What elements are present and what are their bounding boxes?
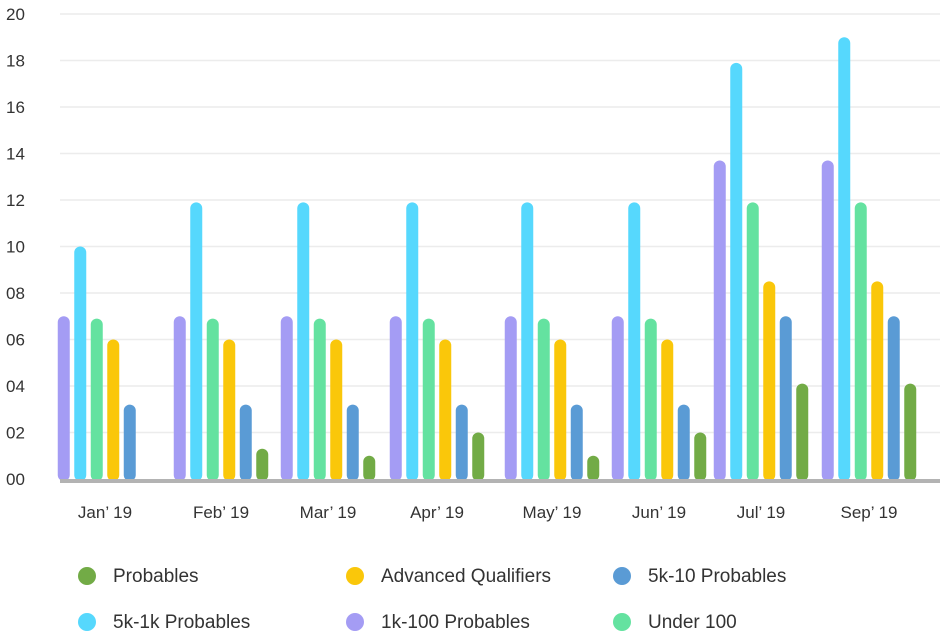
bar [90, 318, 103, 481]
bar [537, 318, 550, 481]
y-tick-label: 20 [6, 5, 25, 24]
bar [346, 404, 359, 481]
bar [821, 160, 834, 481]
bar [439, 339, 452, 481]
legend-swatch [346, 567, 364, 585]
bar [74, 246, 87, 481]
legend-swatch [78, 567, 96, 585]
bar [677, 404, 690, 481]
bar [472, 432, 485, 481]
bar [313, 318, 326, 481]
x-axis-ticks: Jan’ 19 Feb’ 19 Mar’ 19 Apr’ 19 May’ 19 Jun’ … [78, 503, 898, 522]
x-tick-label: May’ 19 [523, 503, 582, 522]
bar [554, 339, 567, 481]
x-tick-label: Jun’ 19 [632, 503, 686, 522]
legend-label: 5k-10 Probables [648, 566, 786, 587]
y-tick-label: 04 [6, 377, 25, 396]
y-tick-label: 16 [6, 98, 25, 117]
bar [713, 160, 726, 481]
bar [838, 37, 851, 481]
legend-swatch [346, 613, 364, 631]
x-tick-label: Feb’ 19 [193, 503, 249, 522]
legend-label: Probables [113, 566, 199, 587]
bar [587, 455, 600, 481]
y-tick-label: 08 [6, 284, 25, 303]
legend-label: Advanced Qualifiers [381, 566, 551, 587]
bar [796, 383, 809, 481]
y-tick-label: 12 [6, 191, 25, 210]
legend: Probables Advanced Qualifiers 5k-10 Probab… [78, 566, 786, 633]
bar [422, 318, 435, 481]
legend-label: Under 100 [648, 612, 737, 633]
legend-label: 1k-100 Probables [381, 612, 530, 633]
bar [107, 339, 120, 481]
x-tick-label: Sep’ 19 [840, 503, 897, 522]
y-tick-label: 10 [6, 238, 25, 257]
bar [297, 202, 310, 481]
bar [611, 316, 624, 481]
bar [661, 339, 674, 481]
bar [173, 316, 186, 481]
bar [763, 281, 776, 481]
bar [746, 202, 759, 481]
bar [239, 404, 252, 481]
bar [330, 339, 343, 481]
bars [57, 37, 917, 481]
legend-label: 5k-1k Probables [113, 612, 250, 633]
y-tick-label: 00 [6, 470, 25, 489]
bar [854, 202, 867, 481]
bar [730, 62, 743, 481]
bar [223, 339, 236, 481]
bar [280, 316, 293, 481]
bar [256, 448, 269, 481]
bar [206, 318, 219, 481]
bar [628, 202, 641, 481]
x-tick-label: Jan’ 19 [78, 503, 132, 522]
x-tick-label: Jul’ 19 [737, 503, 786, 522]
bar [871, 281, 884, 481]
bar [694, 432, 707, 481]
y-tick-label: 14 [6, 145, 25, 164]
bar [406, 202, 419, 481]
y-tick-label: 02 [6, 424, 25, 443]
bar [779, 316, 792, 481]
bar [389, 316, 402, 481]
bar [644, 318, 657, 481]
bar [123, 404, 136, 481]
y-tick-label: 06 [6, 331, 25, 350]
y-axis-ticks: 00 02 04 06 08 10 12 14 16 18 20 [6, 5, 25, 489]
bar [363, 455, 376, 481]
bar [190, 202, 203, 481]
x-tick-label: Mar’ 19 [300, 503, 357, 522]
gridlines [60, 13, 940, 434]
legend-swatch [78, 613, 96, 631]
legend-swatch [613, 613, 631, 631]
bar [57, 316, 70, 481]
legend-swatch [613, 567, 631, 585]
bar [887, 316, 900, 481]
bar [504, 316, 517, 481]
y-tick-label: 18 [6, 52, 25, 71]
bar [455, 404, 468, 481]
x-tick-label: Apr’ 19 [410, 503, 464, 522]
bar [521, 202, 534, 481]
bar [904, 383, 917, 481]
bar [570, 404, 583, 481]
